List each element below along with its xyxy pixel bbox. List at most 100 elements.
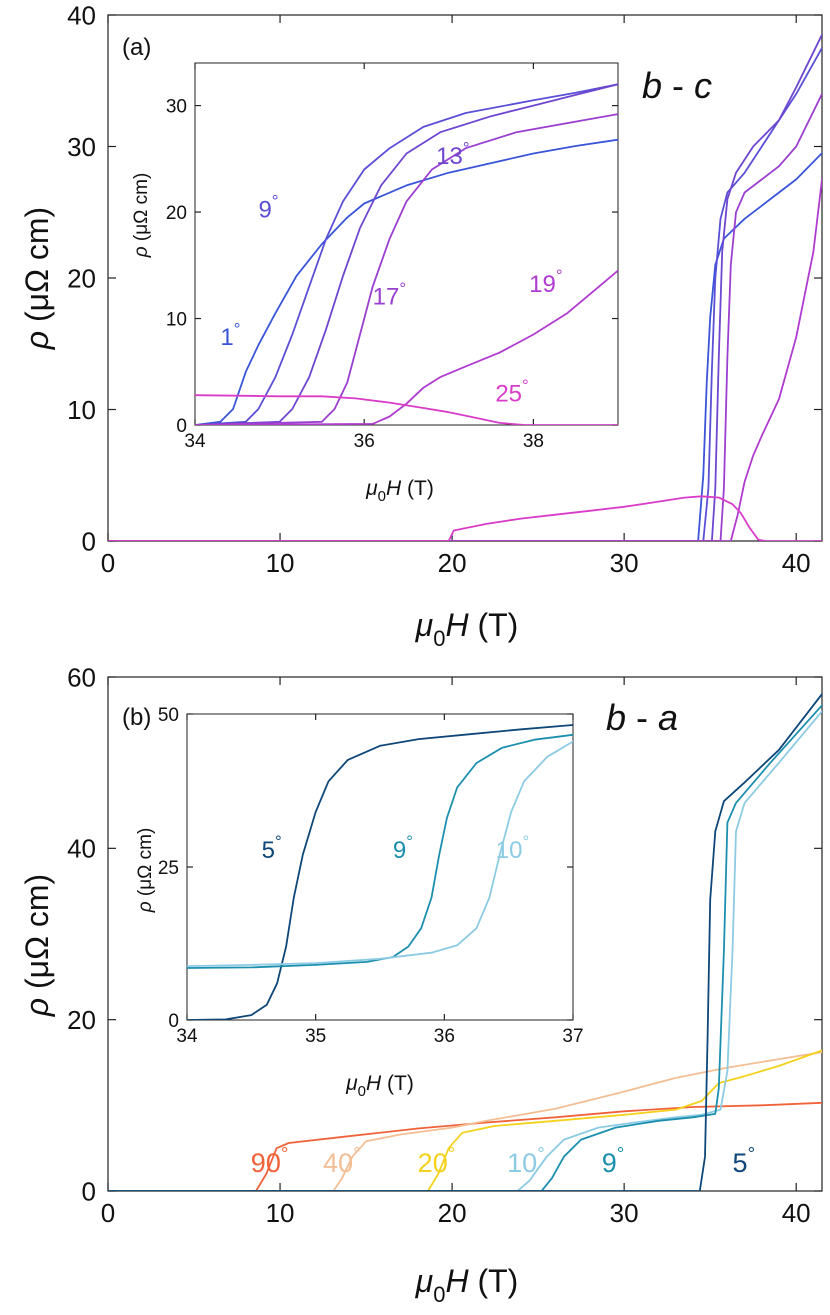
panel-b-x-tick-label: 40 [782, 1198, 811, 1228]
panel-b-inset-degree-symbol: ° [275, 832, 282, 851]
panel-b-angle-label-value: 5 [733, 1148, 748, 1178]
panel-a-series-bc-1 [108, 152, 822, 541]
panel-a-inset-degree-symbol: ° [556, 266, 563, 285]
panel-b-inset-y-axis-label: ρ (μΩ cm) [135, 828, 156, 914]
panel-a-inset-series-bc-17 [195, 113, 618, 425]
panel-b-angle-label-ba-9: 9° [602, 1144, 625, 1178]
panel-b-inset-plot-frame [186, 713, 574, 1021]
panel-a-series-group [108, 33, 822, 541]
panel-a-inset-angle-label-bc-25: 25° [495, 376, 528, 408]
panel-a-y-tick-label: 40 [67, 0, 96, 30]
panel-b-y-tick-label: 40 [67, 834, 96, 864]
panel-a-inset-angle-label-value: 19 [529, 271, 556, 298]
panel-a-inset-y-tick-label: 0 [176, 416, 187, 437]
panel-b-degree-symbol: ° [537, 1144, 545, 1165]
panel-b-inset-x-axis-label: μ0H (T) [345, 1072, 414, 1100]
panel-b-x-tick-label: 0 [101, 1198, 115, 1228]
panel-a-inset-angle-label-value: 17 [373, 284, 400, 311]
panel-b-series-ba-90 [108, 1101, 822, 1191]
panel-a-inset-angle-label-value: 9 [258, 196, 271, 223]
panel-b-degree-symbol: ° [748, 1144, 756, 1165]
panel-a-inset-series-bc-25 [195, 394, 618, 425]
panel-b-inset-angle-label-value: 5 [262, 837, 275, 864]
panel-b-angle-label-value: 40 [323, 1148, 353, 1178]
panel-a-inset-degree-symbol: ° [399, 279, 406, 298]
panel-b-inset-angle-label-ba-10: 10° [496, 832, 529, 864]
panel-b-inset-angle-label-value: 10 [496, 837, 523, 864]
panel-b-degree-symbol: ° [353, 1144, 361, 1165]
panel-b-inset-x-tick-label: 35 [305, 1026, 326, 1047]
panel-b-angle-label-value: 10 [507, 1148, 537, 1178]
panel-b-inset-angle-label-ba-9: 9° [393, 832, 413, 864]
panel-b-inset-series-ba-9 [187, 733, 573, 969]
panel-b-angle-label-ba-10: 10° [507, 1144, 545, 1178]
panel-b-angle-label-ba-90: 90° [251, 1144, 289, 1178]
panel-b-angle-label-value: 90 [251, 1148, 281, 1178]
panel-b-y-tick-label: 20 [67, 1005, 96, 1035]
panel-b-angle-label-value: 20 [418, 1148, 448, 1178]
panel-a-inset-series-bc-13 [195, 83, 618, 425]
panel-b-inset-degree-symbol: ° [523, 832, 530, 851]
panel-a-inset-series-group [195, 83, 618, 425]
panel-b-x-tick-label: 10 [266, 1198, 295, 1228]
panel-a-inset-y-axis-label: ρ (μΩ cm) [131, 173, 152, 259]
panel-b-series-ba-9 [108, 704, 822, 1191]
panel-b-inset-angle-label-value: 9 [393, 837, 406, 864]
panel-a-config-label: b - c [642, 65, 712, 106]
panel-a-x-axis-label: μ0H (T) [415, 607, 519, 651]
panel-a-x-tick-label: 40 [782, 548, 811, 578]
panel-b-inset-series-ba-10 [187, 740, 573, 967]
panel-b-config-label: b - a [606, 697, 678, 738]
panel-a-inset-degree-symbol: ° [234, 319, 241, 338]
panel-a-inset-angle-label-value: 13 [436, 143, 463, 170]
panel-a-series-bc-13 [108, 33, 822, 541]
panel-a-inset-angle-label-bc-17: 17° [373, 279, 406, 311]
panel-a-label: (a) [122, 34, 151, 61]
panel-a-main-plot: 0 10 20 30 40 0 10 20 30 40 [67, 0, 823, 578]
panel-b-inset-y-tick-label: 50 [158, 705, 179, 726]
panel-a-x-tick-label: 0 [101, 548, 115, 578]
panel-a-series-bc-9 [108, 47, 822, 541]
panel-b-x-tick-label: 20 [438, 1198, 467, 1228]
panel-a-inset-x-tick-label: 38 [523, 431, 544, 452]
panel-b-inset-y-tick-label: 25 [158, 858, 179, 879]
panel-b-y-tick-label: 0 [82, 1176, 96, 1206]
panel-b-angle-label-ba-5: 5° [733, 1144, 756, 1178]
panel-a-inset-y-tick-label: 10 [166, 309, 187, 330]
panel-b-angle-label-ba-40: 40° [323, 1144, 361, 1178]
panel-b-degree-symbol: ° [281, 1144, 289, 1165]
panel-a-inset-degree-symbol: ° [272, 192, 279, 211]
panel-b-series-group [108, 693, 822, 1191]
panel-a-inset-x-tick-label: 36 [354, 431, 375, 452]
panel-b-inset-degree-symbol: ° [406, 832, 413, 851]
panel-b-inset-angle-label-ba-5: 5° [262, 832, 282, 864]
panel-a-inset-degree-symbol: ° [463, 138, 470, 157]
panel-a-inset-angle-label-value: 1 [220, 324, 233, 351]
panel-a-inset-angle-label-value: 25 [495, 381, 522, 408]
panel-a-x-tick-label: 20 [438, 548, 467, 578]
panel-b-label: (b) [122, 704, 151, 731]
panel-a-inset-degree-symbol: ° [522, 376, 529, 395]
panel-b-series-ba-5 [108, 693, 822, 1191]
panel-b-x-tick-label: 30 [610, 1198, 639, 1228]
panel-b-inset-x-tick-label: 34 [176, 1026, 198, 1047]
panel-a-inset-angle-label-bc-19: 19° [529, 266, 562, 298]
panel-a-inset-y-tick-label: 30 [166, 96, 187, 117]
panel-b-angle-label-ba-20: 20° [418, 1144, 456, 1178]
panel-a-y-tick-label: 20 [67, 263, 96, 293]
panel-a-y-tick-label: 30 [67, 132, 96, 162]
panel-a-inset-angle-label-bc-13: 13° [436, 138, 469, 170]
panel-a-y-tick-label: 10 [67, 395, 96, 425]
panel-b-x-axis-label: μ0H (T) [415, 1263, 519, 1307]
panel-b-degree-symbol: ° [448, 1144, 456, 1165]
panel-a-series-bc-25 [108, 495, 822, 541]
panel-a-x-tick-label: 30 [610, 548, 639, 578]
panel-a-series-bc-17 [108, 93, 822, 541]
panel-a-inset-y-tick-label: 20 [166, 203, 187, 224]
panel-b-inset-series-group [187, 724, 573, 1020]
panel-b-series-ba-20 [108, 1049, 822, 1191]
